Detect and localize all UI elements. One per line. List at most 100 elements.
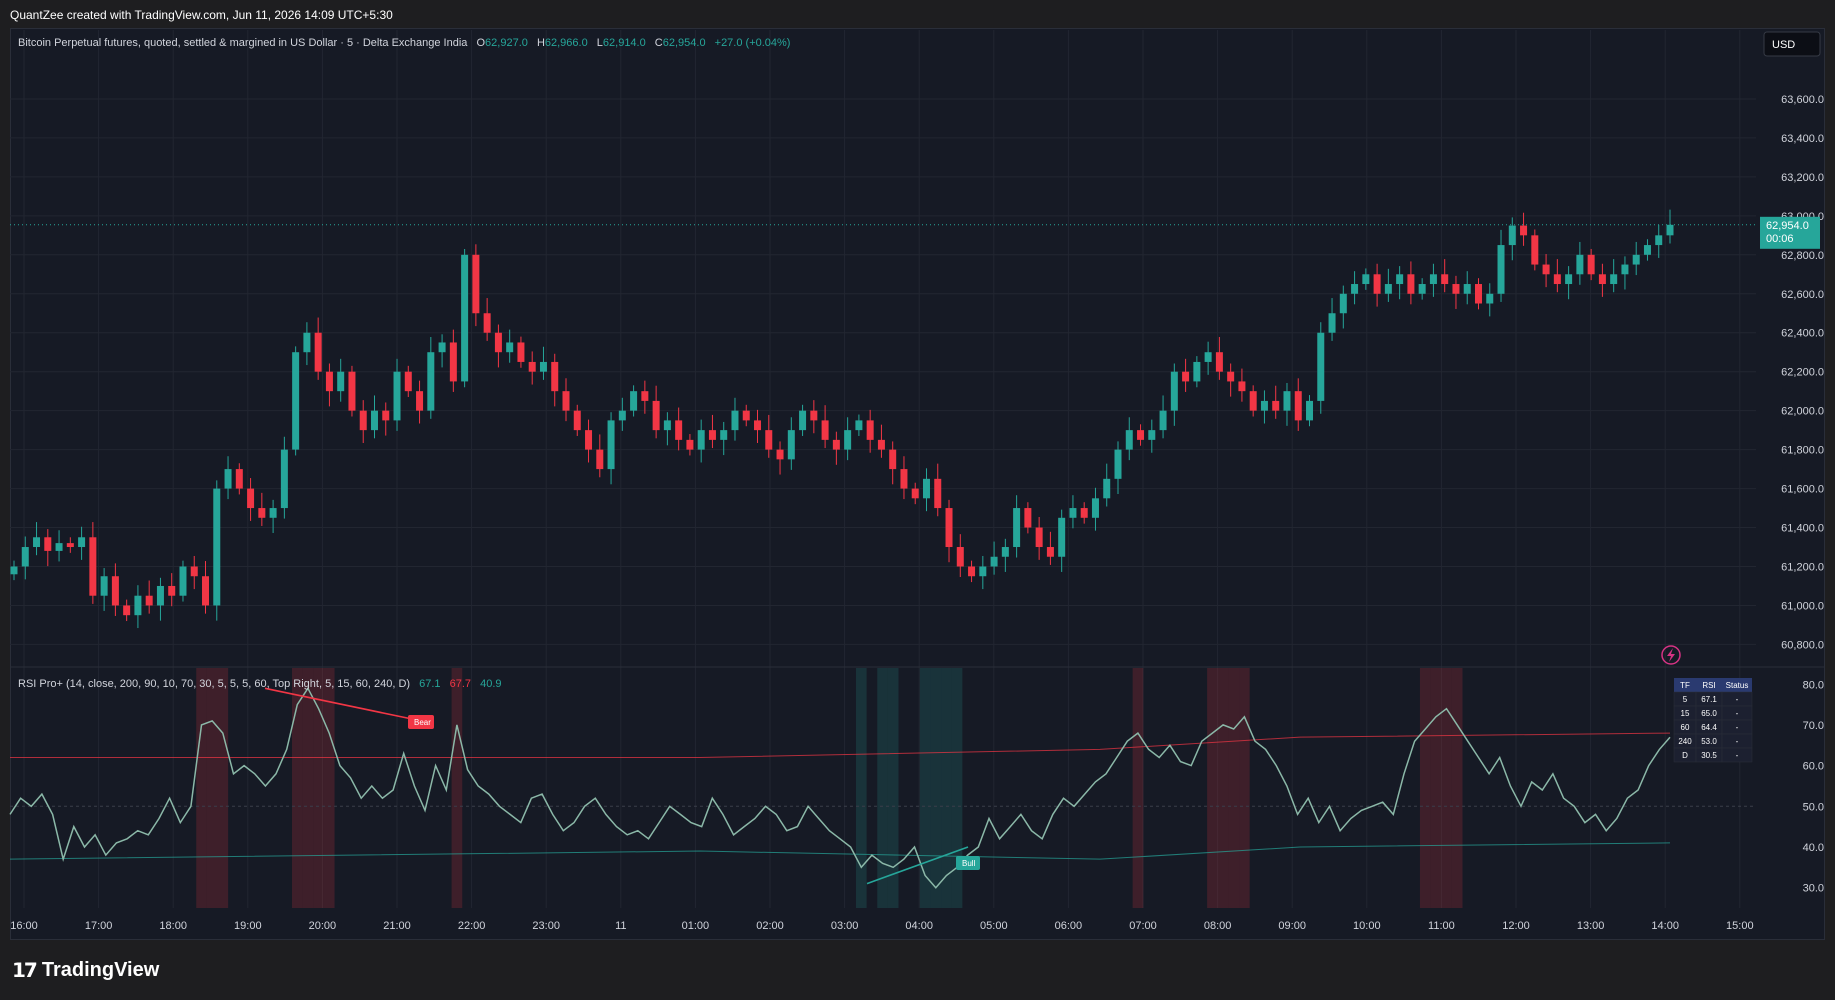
x-tick-label: 10:00 <box>1353 920 1381 932</box>
price-tick-label: 60,800.0 <box>1781 639 1824 651</box>
x-tick-label: 17:00 <box>85 920 113 932</box>
bolt-icon[interactable] <box>1661 645 1681 665</box>
candle-body <box>10 566 18 575</box>
candle-body <box>1463 284 1471 294</box>
candle-body <box>1001 547 1009 557</box>
candle-body <box>156 585 164 606</box>
bull-label-text: Bull <box>962 859 976 868</box>
rsi-zone <box>1217 668 1229 908</box>
candle-body <box>1598 274 1606 285</box>
candle-body <box>618 410 626 421</box>
candles <box>10 209 1674 629</box>
candle-body <box>1520 225 1528 236</box>
change-value: +27.0 (+0.04%) <box>715 37 791 49</box>
bear-label: Bear <box>408 715 434 729</box>
caption: QuantZee created with TradingView.com, J… <box>10 8 393 22</box>
x-tick-label: 03:00 <box>831 920 859 932</box>
candle-body <box>506 342 514 353</box>
candle-body <box>787 430 795 460</box>
table-cell-text: - <box>1736 709 1739 718</box>
x-tick-label: 08:00 <box>1204 920 1232 932</box>
open-value: 62,927.0 <box>485 37 528 49</box>
price-tick-label: 61,200.0 <box>1781 561 1824 573</box>
candle-body <box>742 410 750 421</box>
candle-body <box>1643 245 1651 255</box>
candle-body <box>686 439 694 450</box>
table-cell-text: - <box>1736 737 1739 746</box>
candle-body <box>1227 371 1235 382</box>
candle-body <box>1565 274 1573 285</box>
candle-body <box>1610 274 1618 285</box>
candle-body <box>1294 391 1302 421</box>
bull-divergence-line <box>866 846 969 885</box>
candle-body <box>1238 381 1246 392</box>
candle-body <box>607 420 615 470</box>
x-tick-label: 16:00 <box>10 920 38 932</box>
candle-body <box>1272 400 1280 411</box>
countdown-value: 00:06 <box>1766 233 1794 245</box>
candle-body <box>1013 508 1021 548</box>
price-tick-label: 62,000.0 <box>1781 406 1824 418</box>
candle-body <box>1182 371 1190 382</box>
tradingview-logo[interactable]: 𝟭𝟳 TradingView <box>12 958 159 983</box>
table-cell-text: 5 <box>1683 695 1688 704</box>
x-tick-label: 13:00 <box>1577 920 1605 932</box>
x-tick-label: 02:00 <box>756 920 784 932</box>
candle-body <box>754 420 762 431</box>
rsi-tick-label: 50.0 <box>1803 801 1824 813</box>
candle-body <box>539 361 547 372</box>
chart-frame[interactable] <box>10 28 1825 940</box>
currency-button[interactable]: USD <box>1763 31 1821 57</box>
rsi-lower-band <box>9 842 1671 860</box>
x-tick-label: 15:00 <box>1726 920 1754 932</box>
candle-body <box>877 439 885 450</box>
rsi-zone <box>196 668 207 908</box>
candle-body <box>1114 449 1122 479</box>
candle-body <box>1351 284 1359 294</box>
candle-body <box>438 342 446 353</box>
candle-body <box>449 342 457 382</box>
tv-logo-icon: 𝟭𝟳 <box>12 960 38 982</box>
rsi-zone <box>1441 668 1452 908</box>
rsi-zone <box>887 668 899 908</box>
candle-body <box>652 400 660 431</box>
candle-body <box>235 469 243 489</box>
rsi-zone <box>323 668 335 908</box>
low-label: L <box>597 37 603 49</box>
candle-body <box>202 576 210 606</box>
rsi-zone <box>217 668 229 908</box>
close-label: C <box>655 37 663 49</box>
candle-body <box>799 410 807 431</box>
symbol-legend: Bitcoin Perpetual futures, quoted, settl… <box>18 37 790 49</box>
candle-body <box>1215 352 1223 372</box>
last-price-value: 62,954.0 <box>1766 220 1809 232</box>
candle-body <box>765 430 773 450</box>
last-price-tag: 62,954.0 00:06 <box>1760 216 1820 249</box>
table-cell-text: 60 <box>1681 723 1690 732</box>
candle-body <box>866 420 874 440</box>
candle-body <box>1429 274 1437 285</box>
candle-body <box>551 361 559 392</box>
candle-body <box>393 371 401 421</box>
candle-body <box>900 469 908 489</box>
rsi-tick-label: 40.0 <box>1803 842 1824 854</box>
x-tick-label: 14:00 <box>1651 920 1679 932</box>
candle-body <box>911 488 919 499</box>
candle-body <box>359 410 367 431</box>
candle-body <box>697 430 705 450</box>
candle-body <box>404 371 412 392</box>
table-cell-text: - <box>1736 723 1739 732</box>
candle-body <box>416 391 424 411</box>
rsi-value-1: 67.1 <box>419 678 440 690</box>
candle-body <box>1103 478 1111 499</box>
candle-body <box>1091 498 1099 518</box>
grid <box>10 30 1825 908</box>
table-cell-text: 240 <box>1678 737 1692 746</box>
currency-label: USD <box>1772 39 1795 51</box>
candle-body <box>179 566 187 596</box>
candle-body <box>1418 284 1426 294</box>
candle-body <box>168 585 176 596</box>
candle-body <box>675 420 683 440</box>
candle-body <box>1474 284 1482 304</box>
